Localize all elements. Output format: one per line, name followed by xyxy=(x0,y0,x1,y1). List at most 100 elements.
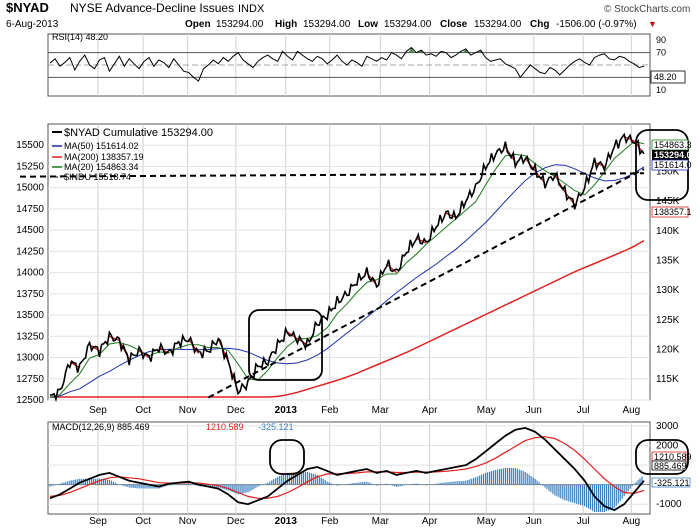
histogram-bar xyxy=(108,479,110,485)
histogram-bar xyxy=(492,470,495,485)
histogram-bar xyxy=(69,480,71,485)
legend-indu: $INDU 15518.74 xyxy=(64,172,131,182)
histogram-bar xyxy=(437,483,439,485)
macd-tag-macd: 885.469 xyxy=(654,461,687,471)
histogram-bar xyxy=(633,483,635,485)
macd-panel: -10000100020003000 MACD(12,26,9) 885.469… xyxy=(47,421,692,527)
histogram-bar xyxy=(128,484,130,488)
histogram-bar xyxy=(338,484,340,486)
histogram-bar xyxy=(77,479,79,485)
histogram-bar xyxy=(332,484,334,485)
histogram-bar xyxy=(588,484,590,509)
price-panel-frame xyxy=(47,123,651,401)
histogram-bar xyxy=(619,484,621,501)
histogram-bar xyxy=(110,480,112,485)
histogram-bar xyxy=(490,471,493,485)
histogram-bar xyxy=(124,484,126,487)
rsi-axis: 10307090 xyxy=(656,35,666,95)
macd-tick-label: -1000 xyxy=(656,499,682,510)
month-tick-label: Oct xyxy=(135,516,151,527)
tag-ma200: 138357.1 xyxy=(654,207,692,217)
histogram-bar xyxy=(87,478,89,485)
histogram-bar xyxy=(346,484,348,485)
histogram-bar xyxy=(168,484,170,486)
histogram-bar xyxy=(130,484,132,488)
chg-value: -1506.00 (-0.97%) xyxy=(556,19,637,30)
month-tick-label: Apr xyxy=(422,405,438,416)
price-tick-label: 13250 xyxy=(16,331,44,342)
histogram-bar xyxy=(603,484,605,512)
macd-panel-frame xyxy=(47,421,651,515)
histogram-bar xyxy=(546,484,548,490)
histogram-bar xyxy=(138,484,140,489)
histogram-bar xyxy=(318,476,320,485)
histogram-bar xyxy=(435,483,437,485)
price-panel: 12500 12750 13000 13250 13500 13750 14000 14250… xyxy=(16,123,692,416)
histogram-bar xyxy=(93,478,95,485)
histogram-bar xyxy=(362,482,364,485)
histogram-bar xyxy=(542,484,544,486)
histogram-bar xyxy=(67,481,69,485)
tag-ma20: 154863.3 xyxy=(654,140,692,150)
histogram-bar xyxy=(49,484,51,487)
open-value: 153294.00 xyxy=(216,19,264,30)
histogram-bar xyxy=(550,484,552,493)
rsi-panel: 10307090 48.20 RSI(14) 48.20 xyxy=(47,32,686,97)
histogram-bar xyxy=(166,484,168,486)
price-tick-label: 12750 xyxy=(16,374,44,385)
histogram-bar xyxy=(451,481,453,485)
histogram-bar xyxy=(584,484,586,507)
histogram-bar xyxy=(477,476,479,485)
histogram-bar xyxy=(265,483,267,485)
month-tick-label: Jun xyxy=(526,516,542,527)
histogram-bar xyxy=(233,484,235,493)
macd-tick-label: 2000 xyxy=(656,440,679,451)
annotation-box-macd-aug xyxy=(635,439,689,475)
chart-date: 6-Aug-2013 xyxy=(6,19,59,30)
chart-symbol: $NYAD xyxy=(6,0,49,15)
histogram-bar xyxy=(61,483,63,485)
histogram-bar xyxy=(625,484,627,494)
histogram-bar xyxy=(73,479,75,485)
price-tick-label: 14250 xyxy=(16,246,44,257)
histogram-bar xyxy=(142,484,144,489)
macd-last-values: 1210.589 885.469 -325.121 xyxy=(651,451,692,488)
histogram-bar xyxy=(506,468,508,485)
histogram-bar xyxy=(617,484,619,504)
histogram-bar xyxy=(560,484,562,499)
histogram-bar xyxy=(116,483,118,485)
month-tick-label: May xyxy=(477,405,496,416)
histogram-bar xyxy=(211,484,213,488)
histogram-bar xyxy=(586,484,588,508)
histogram-bar xyxy=(473,477,475,485)
histogram-bar xyxy=(479,475,481,485)
histogram-bar xyxy=(273,479,275,485)
histogram-bar xyxy=(528,474,530,485)
histogram-bar xyxy=(296,471,299,485)
histogram-bar xyxy=(300,471,303,485)
macd-line xyxy=(49,426,645,512)
histogram-bar xyxy=(591,484,594,511)
histogram-bar xyxy=(641,476,643,485)
histogram-bar xyxy=(540,484,542,485)
histogram-bar xyxy=(304,471,306,485)
histogram-bar xyxy=(589,484,592,510)
rsi-tick-label: 90 xyxy=(656,35,666,45)
histogram-bar xyxy=(308,472,310,485)
histogram-bar xyxy=(500,468,502,485)
histogram-bar xyxy=(453,481,455,485)
macd-legend-hist: -325.121 xyxy=(258,422,294,432)
histogram-bar xyxy=(629,484,631,489)
histogram-bar xyxy=(292,472,295,485)
histogram-bar xyxy=(439,483,441,485)
month-tick-label: Feb xyxy=(321,516,339,527)
histogram-bar xyxy=(320,477,322,485)
histogram-bar xyxy=(572,484,574,503)
price-tick-label: 13500 xyxy=(16,310,44,321)
histogram-bar xyxy=(239,484,241,494)
histogram-bar xyxy=(607,484,609,511)
histogram-bar xyxy=(146,484,148,489)
histogram-bar xyxy=(425,484,427,486)
histogram-bar xyxy=(615,484,617,506)
histogram-bar xyxy=(251,484,253,491)
